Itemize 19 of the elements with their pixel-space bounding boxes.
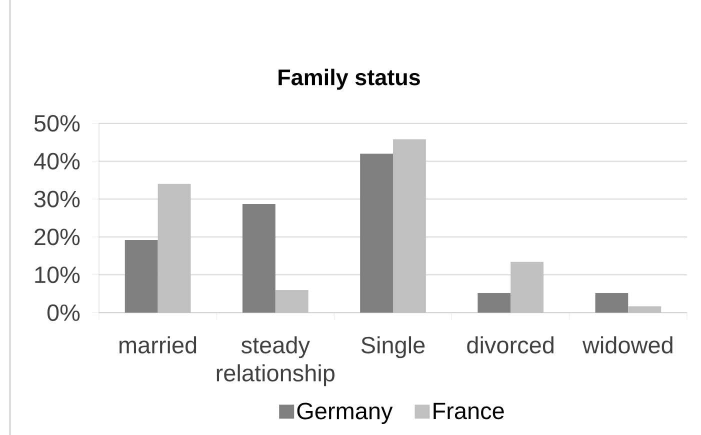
legend-label: Germany (297, 402, 393, 424)
x-tick-label: Single (361, 336, 425, 358)
bar (124, 240, 158, 313)
bar (242, 204, 276, 313)
y-tick-label: 50% (34, 114, 80, 132)
y-tick-label: 40% (34, 152, 80, 170)
y-tick-label: 0% (47, 304, 80, 322)
x-tick-label: divorced (467, 336, 554, 354)
legend-label: France (434, 402, 504, 420)
x-tick-label: widowed (582, 336, 672, 354)
chart-title: Family status (278, 68, 420, 90)
x-tick-label: steady relationship (216, 336, 334, 386)
y-tick-label: 10% (35, 266, 80, 284)
bar (595, 292, 628, 313)
bar (478, 292, 511, 313)
bar (360, 154, 394, 313)
y-tick-label: 30% (34, 190, 80, 208)
y-tick-label: 20% (34, 228, 80, 246)
x-tick-label: married (120, 336, 196, 354)
